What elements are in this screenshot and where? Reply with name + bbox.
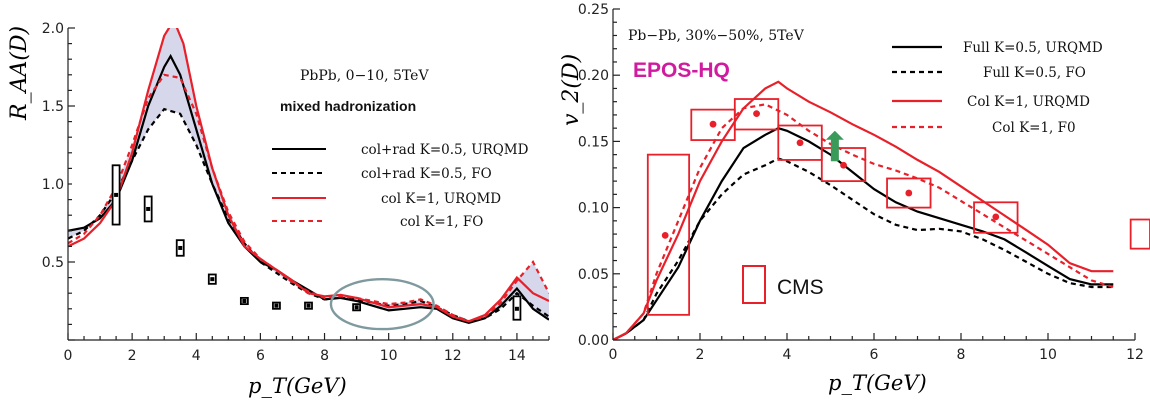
left-x-tick-label: 10	[380, 348, 398, 364]
right-x-tick-label: 8	[957, 347, 966, 363]
cms-error-box-4	[820, 147, 867, 183]
highlight-ellipse	[329, 277, 435, 331]
left-collision-label: PbPb, 0−10, 5TeV	[300, 68, 429, 84]
left-mixed-hadronization-label: mixed hadronization	[280, 98, 416, 114]
left-x-tick-label: 14	[508, 348, 526, 364]
left-legend-label-1: col+rad K=0.5, FO	[361, 166, 492, 182]
cms-error-box-2	[733, 98, 780, 131]
cms-data-point-6	[992, 213, 1000, 221]
right-legend-label-1: Full K=0.5, FO	[983, 65, 1086, 81]
cms-legend-box	[742, 265, 766, 304]
cms-error-box-6	[973, 201, 1019, 234]
left-x-tick-label: 0	[64, 348, 73, 364]
right-x-tick-label: 6	[870, 347, 879, 363]
left-x-tick-label: 8	[320, 348, 329, 364]
arrow-shaft	[830, 138, 839, 162]
left-legend-label-0: col+rad K=0.5, URQMD	[361, 142, 529, 158]
cms-error-box-5	[886, 177, 932, 209]
right-y-tick-label: 0.05	[578, 267, 609, 283]
left-x-tick-label: 2	[128, 348, 137, 364]
epos-hq-label: EPOS-HQ	[633, 59, 730, 82]
left-panel: 0 2 4 6 8 10 12 14 0.5 1.0 1.5 2.0 PbPb, 0−10, 5TeV…	[7, 21, 550, 398]
left-series-line-0	[68, 53, 549, 324]
right-y-tick-label: 0.00	[578, 333, 609, 349]
arrow-head	[825, 130, 844, 140]
right-panel: 0 2 4 6 8 10 12 0.00 0.05 0.10 0.15 0.20 0.25 Pb−Pb,…	[559, 2, 1150, 395]
right-series-line-3	[613, 103, 1114, 340]
left-y-tick-label: 0.5	[42, 255, 64, 271]
left-x-tick-label: 6	[256, 348, 265, 364]
right-y-tick-label: 0.10	[578, 201, 609, 217]
right-x-tick-label: 12	[1126, 347, 1144, 363]
cms-data-point-1	[709, 120, 717, 128]
left-data-point-1	[146, 206, 151, 211]
left-y-axis-label: R_AA(D)	[7, 26, 32, 121]
left-data-point-0	[114, 192, 119, 197]
right-legend-label-0: Full K=0.5, URQMD	[963, 40, 1103, 56]
left-data-point-2	[178, 245, 183, 250]
right-legend-label-3: Col K=1, F0	[992, 120, 1076, 136]
left-data-point-7	[354, 305, 359, 310]
right-x-tick-label: 10	[1039, 347, 1057, 363]
left-data-point-4	[242, 299, 247, 303]
left-y-tick-label: 2.0	[42, 21, 64, 37]
right-y-axis-label: v_2(D)	[559, 54, 584, 126]
right-series-line-2	[613, 80, 1114, 340]
right-x-tick-label: 4	[783, 347, 792, 363]
cms-legend-label: CMS	[777, 276, 824, 299]
left-x-axis-label: p_T(GeV)	[248, 374, 347, 398]
cms-data-point-5	[905, 189, 913, 197]
left-data-point-6	[306, 303, 311, 308]
right-x-tick-label: 2	[696, 347, 705, 363]
left-series-line-3	[68, 73, 549, 323]
right-y-tick-label: 0.15	[578, 134, 609, 150]
right-collision-label: Pb−Pb, 30%−50%, 5TeV	[628, 28, 805, 44]
right-y-tick-label: 0.25	[578, 2, 609, 18]
left-data-point-3	[210, 277, 215, 282]
right-series-line-1	[613, 157, 1114, 340]
cms-data-point-0	[661, 232, 669, 239]
cms-error-box-0	[646, 153, 691, 316]
right-y-tick-label: 0.20	[578, 68, 609, 84]
left-legend-label-2: col K=1, URQMD	[381, 191, 501, 207]
left-y-tick-label: 1.0	[42, 177, 64, 193]
left-data-point-8	[514, 306, 519, 311]
right-x-tick-label: 0	[609, 347, 618, 363]
left-y-tick-label: 1.5	[42, 99, 64, 115]
left-data-point-5	[274, 303, 279, 308]
right-legend-label-2: Col K=1, URQMD	[967, 94, 1090, 110]
cms-data-point-3	[796, 139, 804, 147]
cms-error-box-3	[777, 124, 823, 161]
cms-data-point-4	[840, 161, 847, 169]
left-x-tick-label: 12	[444, 348, 462, 364]
right-x-axis-label: p_T(GeV)	[828, 371, 927, 395]
cms-error-box-7	[1129, 218, 1150, 250]
cms-data-point-2	[753, 110, 760, 117]
left-x-tick-label: 4	[192, 348, 201, 364]
left-legend-label-3: col K=1, FO	[400, 214, 483, 230]
